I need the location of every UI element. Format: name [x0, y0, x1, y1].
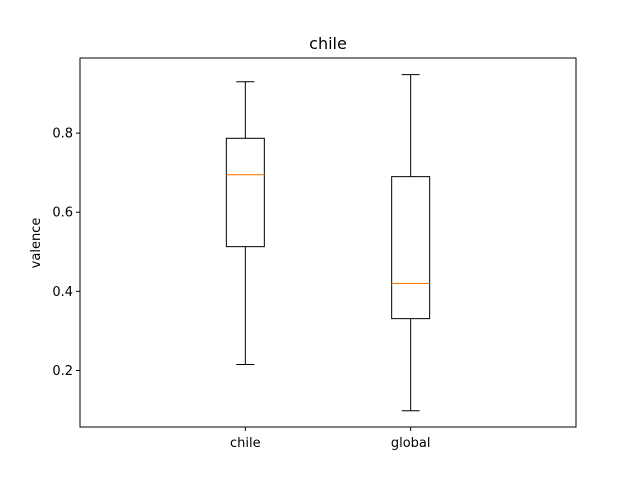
y-tick-label: 0.2	[52, 364, 73, 379]
box-global	[391, 176, 431, 320]
y-tick-label: 0.8	[52, 127, 73, 142]
x-tick-label: global	[391, 436, 431, 451]
chart-title: chile	[309, 34, 347, 53]
y-axis-label: valence	[29, 218, 44, 269]
plot-area: 0.2 0.4 0.6 0.8 chile global	[52, 74, 431, 451]
plot-frame	[79, 57, 577, 428]
x-tick-label: chile	[230, 436, 261, 451]
box-chile	[225, 137, 265, 248]
y-tick-label: 0.6	[52, 206, 73, 221]
y-tick-label: 0.4	[52, 285, 73, 300]
